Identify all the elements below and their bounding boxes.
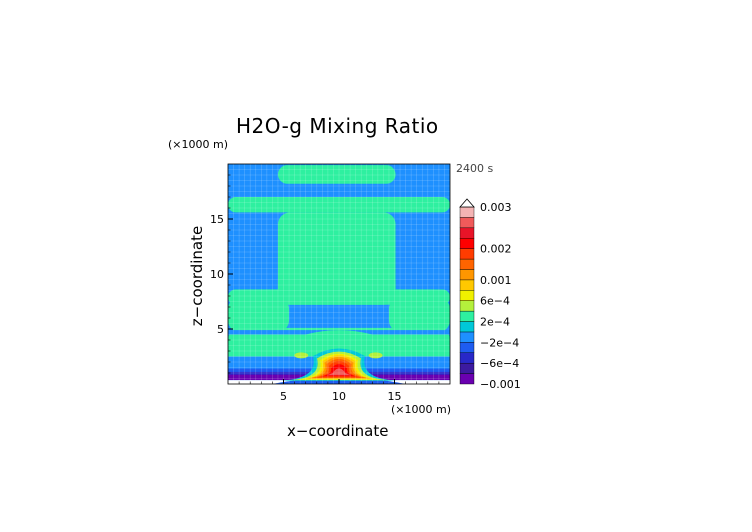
chart-title: H2O-g Mixing Ratio: [236, 114, 439, 138]
colorbar-swatch-14: [459, 227, 475, 239]
contour-region-2: [228, 197, 450, 213]
colorbar-swatch-4: [459, 331, 475, 343]
colorbar-swatch-16: [459, 206, 475, 218]
colorbar-swatch-5: [459, 321, 475, 333]
contour-notch-right: [395, 212, 450, 290]
colorbar-label: −2e−4: [480, 336, 519, 349]
x-axis-label: x−coordinate: [287, 422, 389, 440]
colorbar-swatch-9: [459, 279, 475, 291]
y-tick-label: 15: [210, 213, 224, 226]
contour-notch-left: [228, 212, 278, 290]
y-tick-label: 5: [217, 323, 224, 336]
colorbar-swatch-8: [459, 290, 475, 301]
colorbar-swatch-0: [459, 373, 475, 385]
contour-region-0: [277, 165, 396, 184]
contour-blob-left: [294, 352, 309, 359]
colorbar-label: 2e−4: [480, 316, 510, 329]
colorbar-extend-arrow: [459, 198, 475, 208]
colorbar-swatch-6: [459, 310, 475, 322]
plot-area: [228, 164, 450, 384]
colorbar-label: −0.001: [480, 378, 521, 391]
contour-blob-right: [368, 352, 383, 359]
x-tick-label: 5: [280, 390, 287, 403]
colorbar: −0.001 −6e−4 −2e−4 2e−4 6e−4 0.001 0.002 0.003: [459, 198, 521, 391]
axes: 5 10 15 5 10 15: [210, 163, 451, 403]
colorbar-label: 0.002: [480, 243, 512, 256]
time-label: 2400 s: [456, 162, 494, 175]
colorbar-label: 0.003: [480, 201, 512, 214]
contour-region-1: [277, 212, 396, 305]
x-tick-label: 15: [388, 390, 402, 403]
colorbar-swatch-3: [459, 342, 475, 353]
contour-region-5: [388, 297, 450, 333]
contour-dome-green: [228, 330, 450, 357]
contour-region-4: [228, 297, 290, 333]
colorbar-swatch-1: [459, 362, 475, 374]
colorbar-label: 6e−4: [480, 295, 510, 308]
colorbar-swatch-2: [459, 352, 475, 364]
y-axis-unit: (×1000 m): [168, 138, 229, 151]
colorbar-swatch-10: [459, 269, 475, 281]
colorbar-swatch-12: [459, 248, 475, 260]
x-tick-label: 10: [332, 390, 346, 403]
colorbar-label: 0.001: [480, 274, 512, 287]
colorbar-label: −6e−4: [480, 357, 519, 370]
colorbar-swatch-15: [459, 217, 475, 229]
x-axis-unit: (×1000 m): [391, 403, 452, 416]
plume-level-8: [326, 368, 352, 376]
colorbar-swatch-11: [459, 258, 475, 270]
colorbar-swatch-13: [459, 238, 475, 249]
colorbar-swatch-7: [459, 300, 475, 312]
y-tick-label: 10: [210, 268, 224, 281]
